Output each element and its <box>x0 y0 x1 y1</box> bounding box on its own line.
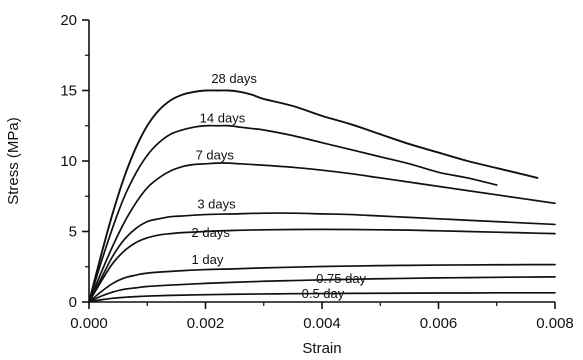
series-label-0-5-day: 0.5 day <box>302 286 345 301</box>
y-tick-label: 5 <box>69 224 77 241</box>
series-line-28-days <box>88 89 539 303</box>
series-label-3-days: 3 days <box>197 196 236 211</box>
x-ticks: 0.000 0.002 0.004 0.006 0.008 <box>70 302 574 332</box>
series-line-1-day <box>88 263 556 303</box>
x-axis-label: Strain <box>302 340 341 357</box>
series-line-0-5-day <box>88 291 556 303</box>
series-labels: 28 days 14 days 7 days 3 days 2 days 1 day 0.7… <box>192 71 367 301</box>
x-tick-label: 0.000 <box>70 315 108 332</box>
series-line-3-days <box>88 212 556 303</box>
series-label-14-days: 14 days <box>200 110 246 125</box>
series-label-1-day: 1 day <box>192 252 224 267</box>
x-tick-label: 0.002 <box>187 315 225 332</box>
y-tick-label: 15 <box>60 83 77 100</box>
y-tick-label: 0 <box>69 294 77 311</box>
axes <box>88 20 555 303</box>
series-label-2-days: 2 days <box>192 225 231 240</box>
series-line-2-days <box>88 228 556 303</box>
series-line-7-days <box>88 162 556 303</box>
y-ticks: 0 5 10 15 20 <box>60 12 89 311</box>
x-tick-label: 0.008 <box>536 315 574 332</box>
series-line-0-75-day <box>88 276 556 303</box>
series-lines <box>88 89 556 303</box>
series-line-14-days <box>88 124 498 303</box>
series-label-0-75-day: 0.75 day <box>316 271 366 286</box>
series-label-28-days: 28 days <box>211 71 257 86</box>
y-tick-label: 20 <box>60 12 77 29</box>
x-tick-label: 0.004 <box>303 315 341 332</box>
y-axis-label: Stress (MPa) <box>5 117 22 205</box>
series-label-7-days: 7 days <box>196 148 235 163</box>
x-tick-label: 0.006 <box>420 315 458 332</box>
y-tick-label: 10 <box>60 153 77 170</box>
